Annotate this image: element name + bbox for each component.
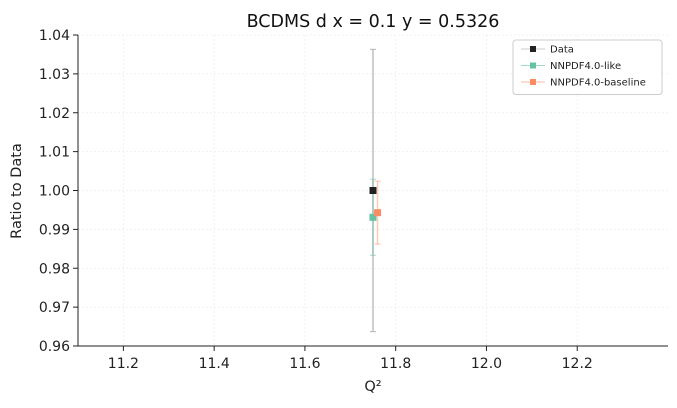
- data-point: [369, 187, 377, 194]
- data-point: [369, 213, 377, 221]
- x-tick-label: 11.8: [380, 356, 411, 372]
- legend-label: Data: [550, 45, 574, 56]
- legend-box: [512, 39, 663, 95]
- y-tick-label: 0.96: [39, 339, 70, 355]
- y-tick-label: 1.04: [39, 28, 70, 44]
- x-axis-label: Q²: [364, 379, 381, 395]
- x-tick-label: 12.2: [562, 356, 593, 372]
- legend-label: NNPDF4.0-like: [550, 61, 621, 72]
- chart-title: BCDMS d x = 0.1 y = 0.5326: [247, 12, 500, 32]
- y-axis-label: Ratio to Data: [9, 143, 25, 239]
- y-tick-label: 0.98: [39, 261, 70, 277]
- x-tick-label: 12.0: [471, 356, 502, 372]
- x-tick-label: 11.4: [199, 356, 230, 372]
- data-marks: [369, 48, 382, 333]
- axes: 0.96 0.97 0.98 0.99 1.00 1.01 1.02 1.03 1.04 11.2…: [39, 28, 668, 372]
- legend-marker: [530, 79, 536, 85]
- legend-marker: [530, 62, 536, 69]
- y-tick-label: 1.01: [39, 145, 70, 161]
- data-point: [374, 209, 382, 217]
- legend-label: NNPDF4.0-baseline: [550, 78, 646, 89]
- x-tick-label: 11.6: [289, 356, 320, 372]
- y-tick-label: 1.02: [39, 106, 70, 122]
- y-tick-label: 1.00: [39, 184, 70, 200]
- y-tick-label: 1.03: [39, 67, 70, 83]
- y-tick-label: 0.97: [39, 300, 70, 316]
- y-tick-label: 0.99: [39, 222, 70, 238]
- x-tick-label: 11.2: [108, 356, 139, 372]
- legend-marker: [530, 46, 536, 52]
- legend: Data NNPDF4.0-like NNPDF4.0-baseline: [512, 39, 663, 95]
